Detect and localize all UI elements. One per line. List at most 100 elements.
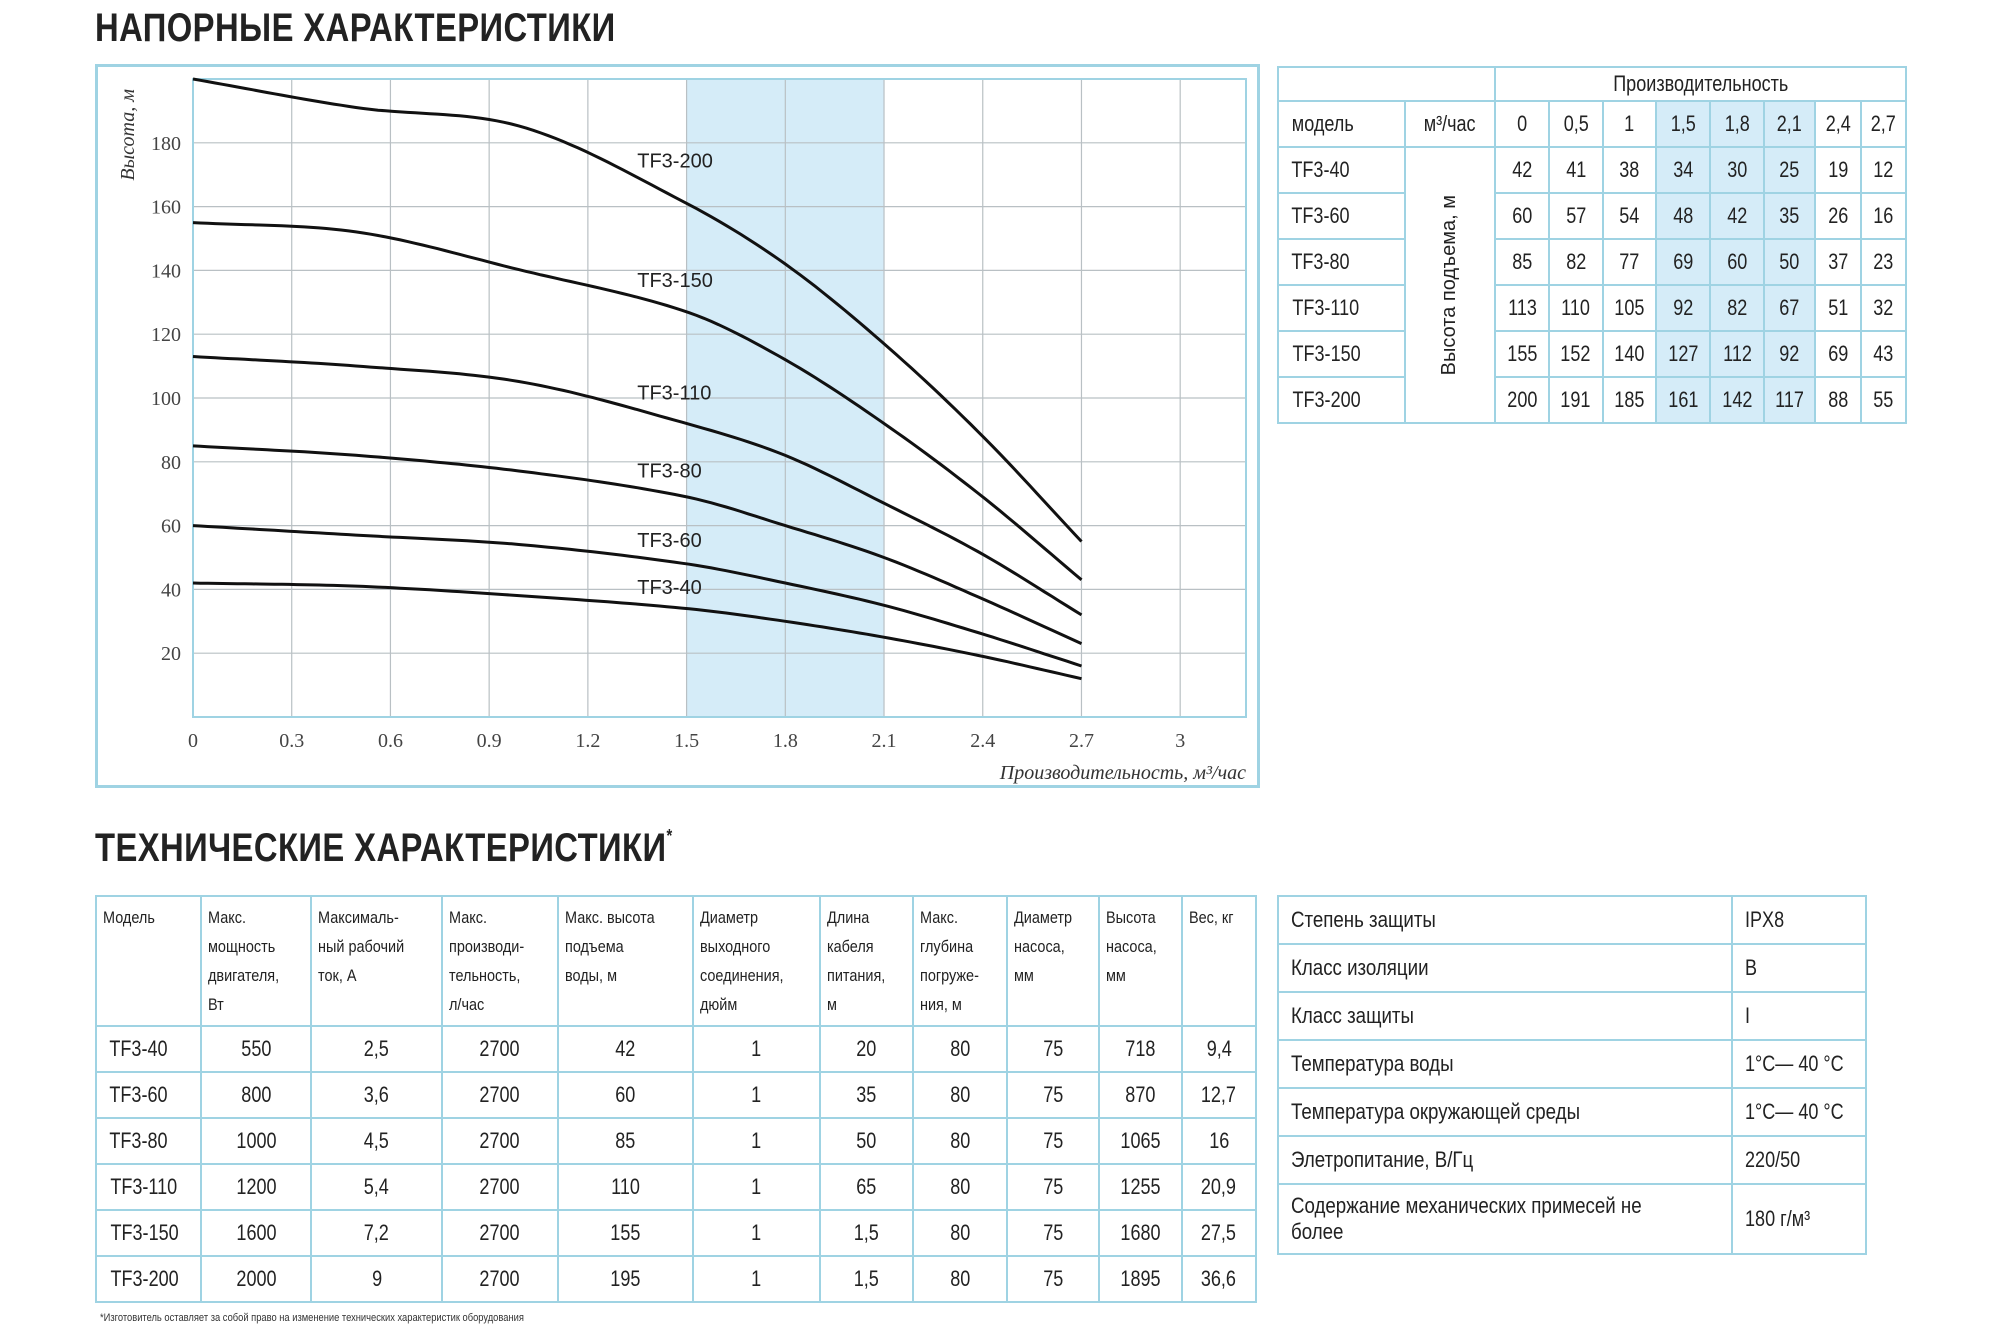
spec-value-cell: 1065 <box>1098 1117 1183 1165</box>
spec-value-cell: 80 <box>911 1209 1008 1257</box>
x-tick-label: 1.2 <box>575 730 600 752</box>
table-row: TF3-80 85 82 77 69 60 50 37 23 <box>1277 238 1908 286</box>
property-label: Элетропитание, В/Гц <box>1277 1135 1733 1185</box>
spec-value-cell: 2700 <box>440 1255 559 1303</box>
spec-value-cell: 870 <box>1098 1071 1183 1119</box>
spec-value-cell: 1000 <box>200 1117 313 1165</box>
y-tick-label: 100 <box>151 388 181 410</box>
perf-value-cell: 67 <box>1762 284 1817 332</box>
spec-value-cell: 2700 <box>440 1117 559 1165</box>
perf-model-cell: TF3-60 <box>1277 192 1406 240</box>
spec-value-cell: 75 <box>1005 1117 1101 1165</box>
perf-value-cell: 54 <box>1601 192 1658 240</box>
perf-value-cell: 82 <box>1709 284 1765 332</box>
spec-value-cell: 75 <box>1005 1163 1101 1211</box>
spec-value-cell: 2700 <box>440 1209 559 1257</box>
perf-value-cell: 30 <box>1709 146 1765 194</box>
perf-value-cell: 117 <box>1762 376 1817 424</box>
spec-value-cell: 1895 <box>1098 1255 1183 1303</box>
spec-header-cell: Длина кабеля питания, м <box>819 895 914 1027</box>
table-row: Элетропитание, В/Гц 220/50 <box>1277 1135 1868 1185</box>
y-tick-label: 40 <box>161 579 181 601</box>
plot-frame <box>192 78 1247 718</box>
perf-value-cell: 50 <box>1762 238 1817 286</box>
property-value: 220/50 <box>1730 1135 1868 1185</box>
head-chart-svg: 0 0.3 0.6 0.9 1.2 1.5 1.8 2.1 2.4 2.7 3 20 40 60 80 100… <box>117 77 1247 784</box>
spec-value-cell: 2700 <box>440 1071 559 1119</box>
spec-value-cell: 1,5 <box>819 1255 914 1303</box>
perf-value-cell: 105 <box>1601 284 1658 332</box>
spec-value-cell: 1 <box>691 1071 822 1119</box>
y-tick-label: 140 <box>151 260 181 282</box>
perf-value-cell: 161 <box>1655 376 1712 424</box>
spec-header-cell: Вес, кг <box>1180 895 1258 1027</box>
spec-header-cell: Диаметр насоса, мм <box>1005 895 1101 1027</box>
x-tick-label: 2.1 <box>872 730 897 752</box>
property-value: 1°C— 40 °C <box>1730 1087 1868 1137</box>
spec-model-cell: TF3-80 <box>94 1117 203 1165</box>
spec-header-cell: Модель <box>94 895 203 1027</box>
x-tick-label: 0.3 <box>279 730 304 752</box>
curve-label-tf3-40: TF3-40 <box>637 577 701 599</box>
perf-model-cell: TF3-40 <box>1277 146 1406 194</box>
spec-model-cell: TF3-40 <box>94 1025 203 1073</box>
spec-header-cell: Макс. производи- тельность, л/час <box>440 895 559 1027</box>
perf-value-cell: 127 <box>1655 330 1712 378</box>
spec-header-cell: Максималь- ный рабочий ток, А <box>310 895 443 1027</box>
perf-value-cell: 200 <box>1494 376 1550 424</box>
spec-value-cell: 2700 <box>440 1025 559 1073</box>
spec-value-cell: 1680 <box>1098 1209 1183 1257</box>
spec-header-cell: Макс. мощность двигателя, Вт <box>200 895 313 1027</box>
x-tick-label: 1.8 <box>773 730 798 752</box>
spec-value-cell: 35 <box>819 1071 914 1119</box>
perf-value-cell: 41 <box>1547 146 1604 194</box>
spec-value-cell: 80 <box>911 1071 1008 1119</box>
perf-model-cell: TF3-200 <box>1277 376 1406 424</box>
perf-value-cell: 51 <box>1814 284 1862 332</box>
y-tick-label: 20 <box>161 643 181 665</box>
spec-value-cell: 75 <box>1005 1025 1101 1073</box>
spec-value-cell: 80 <box>911 1025 1008 1073</box>
perf-value-cell: 142 <box>1709 376 1765 424</box>
perf-corner <box>1276 66 1496 102</box>
spec-value-cell: 1200 <box>200 1163 313 1211</box>
perf-value-cell: 37 <box>1814 238 1862 286</box>
spec-value-cell: 75 <box>1005 1255 1101 1303</box>
perf-value-cell: 191 <box>1547 376 1604 424</box>
table-row: TF3-60 800 3,6 2700 60 1 35 80 75 870 12,7 <box>94 1071 1258 1119</box>
y-axis-label: Высота, м <box>117 89 139 181</box>
y-tick-label: 80 <box>161 452 181 474</box>
spec-value-cell: 195 <box>556 1255 694 1303</box>
perf-model-cell: TF3-110 <box>1277 284 1406 332</box>
perf-value-cell: 35 <box>1762 192 1817 240</box>
perf-value-cell: 57 <box>1547 192 1604 240</box>
spec-model-cell: TF3-150 <box>94 1209 203 1257</box>
curve-label-tf3-80: TF3-80 <box>637 461 701 483</box>
spec-value-cell: 2000 <box>200 1255 313 1303</box>
spec-model-cell: TF3-200 <box>94 1255 203 1303</box>
table-row: TF3-150 155 152 140 127 112 92 69 43 <box>1277 330 1908 378</box>
spec-value-cell: 7,2 <box>310 1209 443 1257</box>
spec-header-cell: Диаметр выходного соединения, дюйм <box>691 895 822 1027</box>
perf-value-cell: 16 <box>1859 192 1908 240</box>
perf-value-cell: 19 <box>1814 146 1862 194</box>
properties-table: Степень защиты IPX8 Класс изоляции B Класс з… <box>1277 895 1868 1255</box>
spec-value-cell: 3,6 <box>310 1071 443 1119</box>
perf-value-cell: 12 <box>1859 146 1908 194</box>
spec-value-cell: 2,5 <box>310 1025 443 1073</box>
spec-value-cell: 2700 <box>440 1163 559 1211</box>
perf-value-cell: 140 <box>1601 330 1658 378</box>
property-label: Класс изоляции <box>1277 943 1733 993</box>
chart-section-title: НАПОРНЫЕ ХАРАКТЕРИСТИКИ <box>95 6 616 50</box>
spec-value-cell: 1 <box>691 1117 822 1165</box>
perf-value-cell: 185 <box>1601 376 1658 424</box>
y-tick-label: 180 <box>151 133 181 155</box>
perf-value-cell: 42 <box>1709 192 1765 240</box>
perf-flow-header: 1 <box>1601 100 1658 148</box>
y-tick-label: 120 <box>151 324 181 346</box>
spec-model-cell: TF3-110 <box>94 1163 203 1211</box>
property-value: 180 г/м³ <box>1730 1183 1868 1255</box>
spec-value-cell: 5,4 <box>310 1163 443 1211</box>
footnote: *Изготовитель оставляет за собой право н… <box>100 1312 524 1324</box>
spec-model-cell: TF3-60 <box>94 1071 203 1119</box>
